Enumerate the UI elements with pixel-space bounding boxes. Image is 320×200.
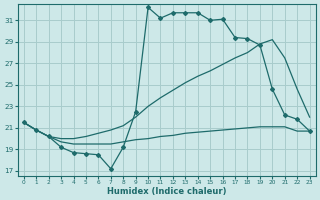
X-axis label: Humidex (Indice chaleur): Humidex (Indice chaleur) [107,187,227,196]
